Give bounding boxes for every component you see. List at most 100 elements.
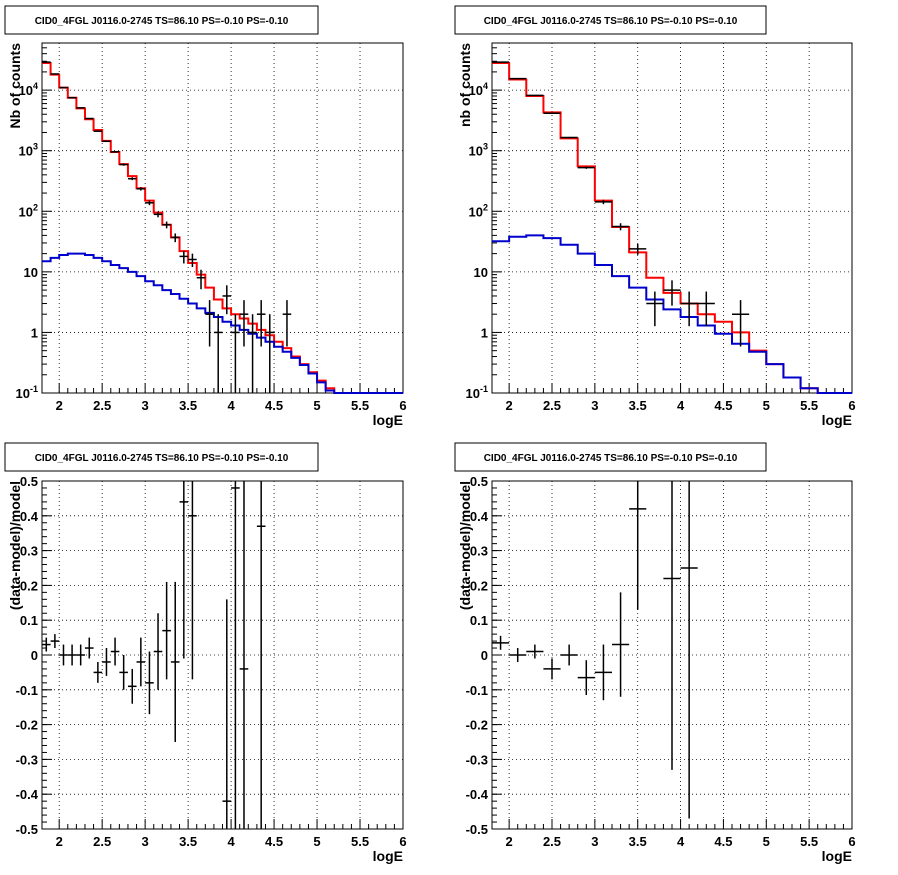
data-point [196, 269, 206, 290]
data-point [84, 117, 94, 120]
residual-point [256, 481, 266, 829]
title-box [4, 442, 319, 472]
x-tick-label: 6 [848, 834, 855, 849]
residual-point [594, 644, 612, 701]
x-tick-label: 6 [399, 398, 406, 413]
residual-point [680, 481, 698, 819]
residual-point [239, 481, 249, 829]
y-tick-label: -0.5 [16, 822, 38, 837]
data-point [179, 250, 189, 264]
residual-point [127, 668, 137, 704]
x-tick-label: 4 [227, 398, 235, 413]
y-tick-label: 104 [19, 81, 38, 98]
x-tick-label: 3.5 [179, 398, 197, 413]
y-tick-label: 103 [469, 142, 488, 159]
title-box [454, 442, 767, 472]
residual-point [577, 660, 595, 696]
y-axis-label: nb of counts [457, 43, 473, 127]
x-tick-label: 3.5 [179, 834, 197, 849]
x-tick-label: 4 [677, 398, 685, 413]
data-point [663, 280, 681, 306]
x-tick-label: 3.5 [629, 398, 647, 413]
chart-title: CID0_4FGL J0116.0-2745 TS=86.10 PS=-0.10… [484, 16, 738, 27]
residual-point [67, 644, 77, 666]
y-tick-label: 0.1 [20, 613, 38, 628]
residual-point [543, 658, 561, 680]
residual-panel-right: 2 2.5 3 3.5 4 4.5 5 5.5 6 -0.5 -0.4 -0.3 -0.2 -0.1 0 0.… [454, 442, 856, 864]
x-tick-label: 3 [591, 834, 598, 849]
residual-point [93, 661, 103, 683]
x-tick-label: 2 [56, 834, 63, 849]
x-tick-label: 6 [848, 398, 855, 413]
data-point [67, 96, 77, 99]
x-tick-label: 5.5 [351, 834, 369, 849]
y-tick-label: 0 [481, 648, 488, 663]
data-point [612, 223, 630, 231]
x-tick-label: 6 [399, 834, 406, 849]
residual-point [42, 637, 51, 652]
y-tick-label: 102 [19, 202, 38, 219]
data-point [188, 253, 197, 268]
data-point [119, 163, 128, 166]
y-tick-label: -0.5 [466, 822, 488, 837]
x-axis-label: logE [373, 412, 403, 428]
data-point [145, 200, 154, 206]
y-axis-label: (data-model)/model [457, 481, 473, 610]
residual-point [136, 637, 146, 687]
x-tick-label: 4.5 [714, 834, 732, 849]
residual-point [612, 592, 630, 697]
plot-frame [41, 42, 404, 394]
y-tick-label: 0.4 [20, 509, 39, 524]
residual-point [102, 648, 111, 676]
data-point [256, 300, 266, 347]
residual-point [231, 481, 240, 829]
data-point [248, 314, 257, 393]
chart-title: CID0_4FGL J0116.0-2745 TS=86.10 PS=-0.10… [35, 453, 289, 464]
data-point [265, 314, 275, 393]
residual-point [526, 644, 544, 659]
x-tick-label: 4 [677, 834, 685, 849]
y-tick-label: 0.4 [470, 509, 489, 524]
residual-point [629, 481, 647, 610]
data-point [93, 130, 103, 132]
data-point [577, 166, 595, 169]
residual-point [50, 634, 60, 649]
y-tick-label: 0.3 [20, 544, 38, 559]
data-point [526, 94, 544, 97]
y-tick-label: 102 [469, 202, 488, 219]
title-box [454, 5, 767, 35]
x-tick-label: 4 [227, 834, 235, 849]
series-step-line [492, 234, 852, 394]
residual-point [59, 644, 68, 666]
data-point [543, 112, 561, 115]
residual-point [663, 481, 681, 770]
y-tick-label: 10 [474, 265, 488, 280]
y-tick-label: -0.3 [16, 752, 38, 767]
residual-point [153, 613, 163, 690]
x-tick-label: 3.5 [629, 834, 647, 849]
chart-title: CID0_4FGL J0116.0-2745 TS=86.10 PS=-0.10… [35, 16, 289, 27]
residual-point [84, 637, 94, 659]
x-axis-label: logE [373, 848, 403, 864]
y-tick-label: -0.3 [466, 752, 488, 767]
plot-frame [491, 42, 853, 394]
data-point [213, 314, 223, 393]
y-axis-label: (data-model)/model [7, 481, 23, 610]
data-point [170, 233, 180, 243]
data-point [231, 314, 240, 393]
data-point [282, 300, 292, 347]
data-point [127, 177, 137, 181]
y-tick-label: -0.4 [466, 787, 489, 802]
y-tick-label: -0.1 [16, 683, 38, 698]
residual-point [560, 644, 578, 666]
counts-panel-left: 2 2.5 3 3.5 4 4.5 5 5.5 6 10-1 1 10 102 103 104 logE Nb … [4, 5, 407, 428]
y-tick-label: 103 [19, 142, 38, 159]
x-tick-label: 2.5 [93, 834, 111, 849]
residual-point [509, 648, 527, 662]
y-tick-label: 1 [481, 325, 488, 340]
y-tick-label: -0.2 [466, 718, 488, 733]
x-tick-label: 2 [506, 398, 513, 413]
x-tick-label: 4.5 [265, 398, 283, 413]
data-point [646, 291, 664, 327]
